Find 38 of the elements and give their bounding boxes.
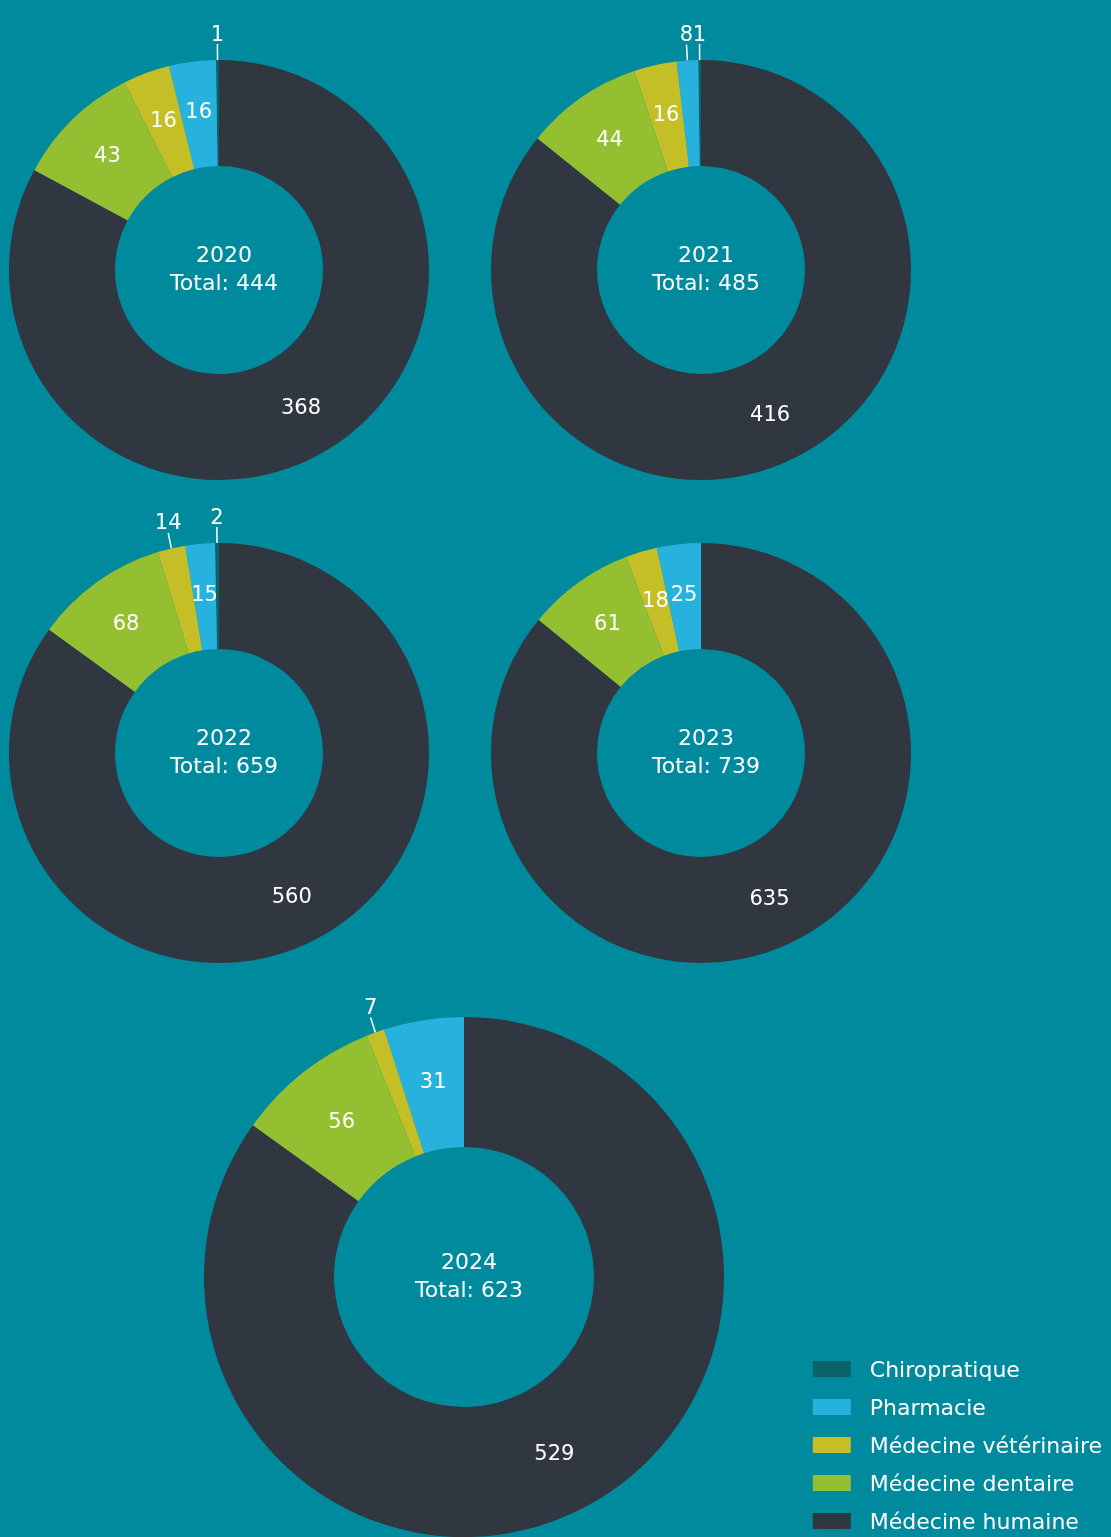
legend-label: Pharmacie (869, 1394, 986, 1420)
legend-label: Médecine vétérinaire (869, 1432, 1102, 1458)
data-label: 61 (594, 611, 621, 636)
data-label: 560 (271, 883, 312, 908)
text: Total: 623 (414, 1276, 523, 1302)
data-label: 18 (642, 587, 669, 612)
data-label: 416 (750, 402, 791, 427)
data-label: 43 (94, 143, 121, 168)
data-label: 368 (280, 395, 321, 420)
legend-label: Médecine humaine (869, 1508, 1079, 1534)
data-label: 2 (210, 504, 224, 529)
text: Total: 659 (169, 752, 278, 778)
legend-label: Chiropratique (869, 1356, 1020, 1382)
data-label: 7 (363, 994, 378, 1019)
text: 2023 (678, 724, 734, 750)
data-label: 16 (652, 101, 680, 126)
text: 2024 (441, 1248, 497, 1274)
text: Total: 739 (651, 752, 760, 778)
data-label: 31 (419, 1069, 447, 1094)
data-label: 635 (749, 885, 790, 910)
data-label: 68 (112, 610, 140, 635)
text: Total: 444 (169, 269, 278, 295)
data-label: 44 (596, 126, 623, 151)
data-label: 1 (210, 21, 225, 46)
text: 2021 (678, 241, 734, 267)
data-label: 14 (154, 510, 182, 535)
data-label: 25 (670, 581, 698, 606)
data-label: 1 (692, 21, 707, 46)
legend-label: Médecine dentaire (869, 1470, 1075, 1496)
data-label: 15 (191, 581, 218, 606)
data-label: 56 (328, 1109, 356, 1134)
data-label: 529 (534, 1441, 575, 1466)
data-label: 16 (185, 99, 213, 124)
text: 2022 (196, 724, 252, 750)
data-label: 16 (150, 107, 177, 132)
text: 2020 (196, 241, 252, 267)
text: Total: 485 (651, 269, 760, 295)
data-label: 8 (679, 21, 694, 46)
